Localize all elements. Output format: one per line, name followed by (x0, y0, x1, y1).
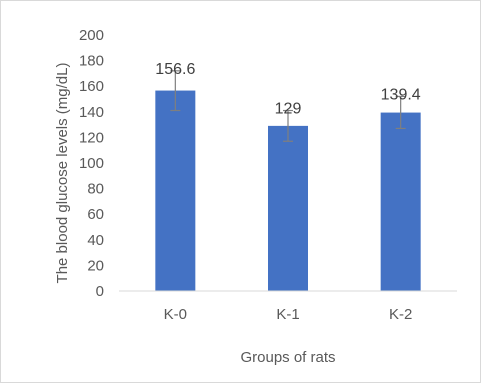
y-tick-label: 160 (79, 78, 104, 95)
x-axis-label: Groups of rats (240, 349, 335, 366)
y-tick-label: 60 (87, 206, 104, 223)
x-tick-label: K-1 (276, 306, 299, 323)
data-label: 139.4 (381, 86, 421, 103)
bar-k-2 (380, 112, 421, 292)
x-tick-label: K-0 (164, 306, 187, 323)
y-tick-label: 80 (87, 181, 104, 198)
y-tick-label: 120 (79, 129, 104, 146)
y-tick-label: 200 (79, 27, 104, 44)
y-tick-label: 40 (87, 232, 104, 249)
y-tick-label: 180 (79, 53, 104, 70)
x-tick-label: K-2 (389, 306, 412, 323)
y-axis-label: The blood glucose levels (mg/dL) (54, 63, 71, 284)
x-axis-ticks: K-0 K-1 K-2 (164, 306, 413, 323)
data-labels-group: 156.6 129 139.4 (155, 61, 420, 118)
data-label: 129 (275, 101, 302, 118)
y-tick-label: 100 (79, 155, 104, 172)
y-tick-label: 0 (96, 283, 104, 300)
data-label: 156.6 (155, 61, 195, 78)
bar-k-0 (155, 90, 196, 291)
bar-k-1 (268, 125, 308, 291)
y-tick-label: 140 (79, 104, 104, 121)
bars-group (155, 90, 421, 292)
y-axis-ticks: 0 20 40 60 80 100 120 140 160 180 200 (79, 27, 104, 300)
error-bars-group (170, 70, 406, 142)
y-tick-label: 20 (87, 257, 104, 274)
